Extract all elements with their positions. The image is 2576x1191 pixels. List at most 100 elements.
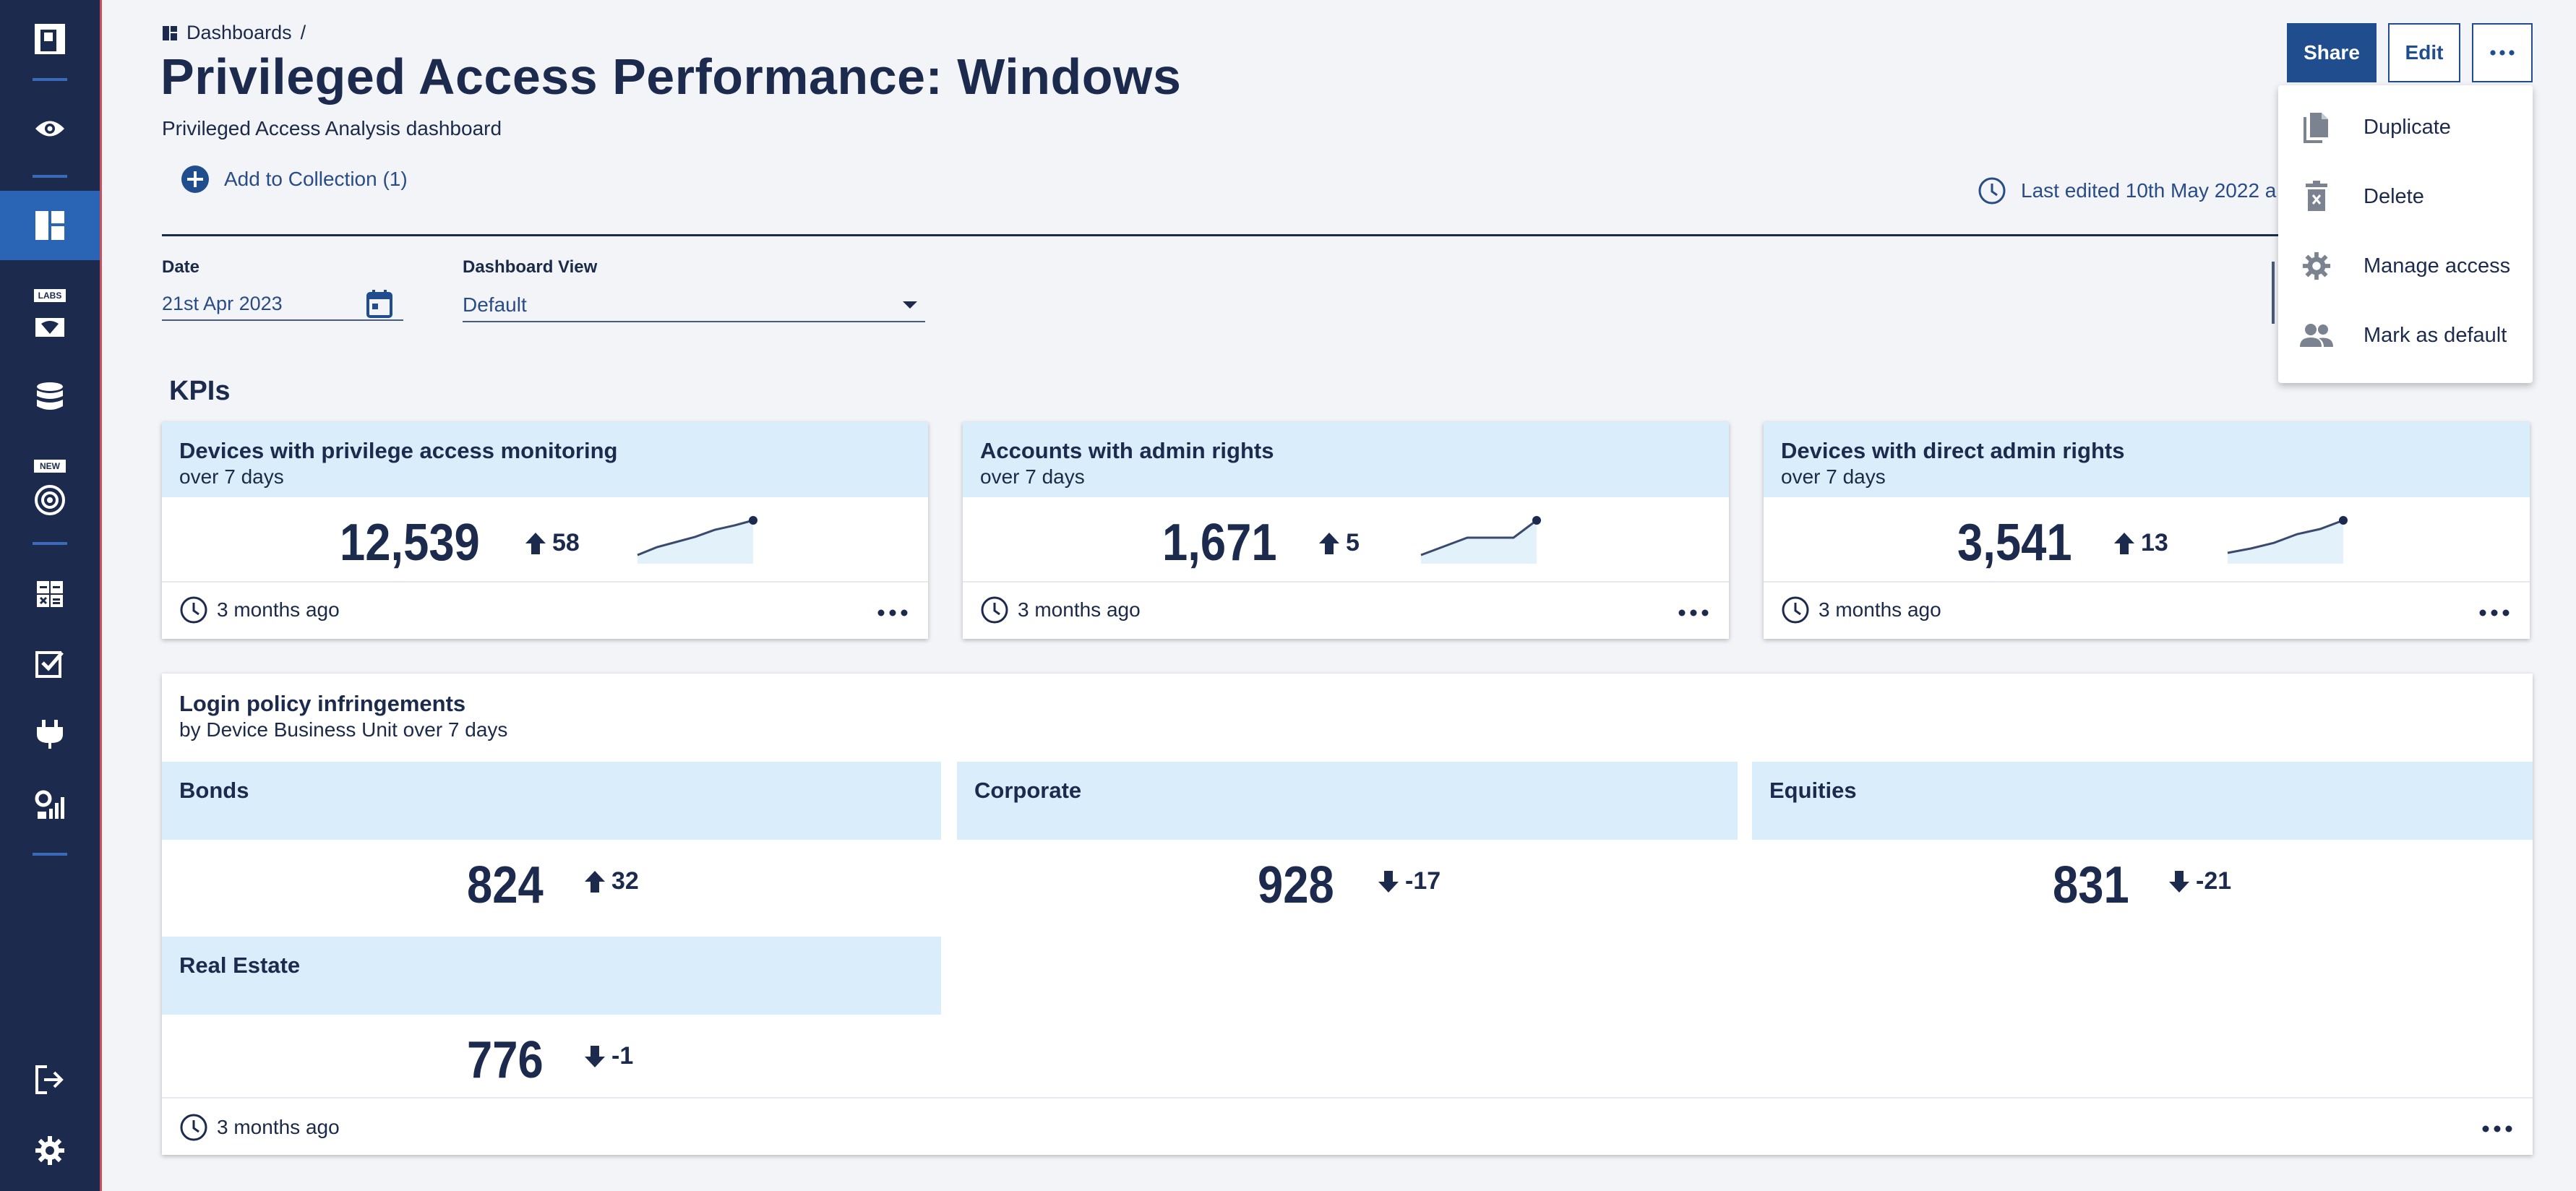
login-card-updated: 3 months ago xyxy=(179,1113,340,1142)
settings-chart-icon xyxy=(35,790,64,819)
edit-button[interactable]: Edit xyxy=(2388,23,2460,82)
login-card-updated-text: 3 months ago xyxy=(217,1116,340,1138)
clock-icon xyxy=(1782,596,1809,624)
calculator-icon xyxy=(37,581,63,607)
sidebar-item-overview[interactable] xyxy=(0,94,100,163)
kpi-updated-text: 3 months ago xyxy=(1819,598,1941,621)
menu-item-mark-default[interactable]: Mark as default xyxy=(2278,301,2533,370)
kpi-delta-value: 5 xyxy=(1346,529,1360,556)
logo-icon xyxy=(35,24,65,54)
logout-icon xyxy=(35,1065,64,1094)
last-edited: Last edited 10th May 2022 a xyxy=(1978,176,2276,205)
obscured-button-edge xyxy=(2272,262,2275,324)
sidebar-item-labs[interactable] xyxy=(0,282,100,351)
business-unit-value: 831 xyxy=(2053,856,2129,914)
clock-icon xyxy=(180,1114,207,1141)
sparkline-area xyxy=(637,520,753,564)
kpi-sparkline xyxy=(2227,516,2348,564)
business-unit-header: Equities xyxy=(1752,762,2533,840)
kpi-card-header: Accounts with admin rights over 7 days xyxy=(963,422,1729,497)
labs-tag: LABS xyxy=(34,289,66,302)
date-filter-label: Date xyxy=(162,257,200,277)
database-icon xyxy=(37,382,63,410)
login-card-subtitle: by Device Business Unit over 7 days xyxy=(179,718,508,741)
sidebar-item-new[interactable] xyxy=(0,455,100,525)
kpi-delta-value: 58 xyxy=(552,529,580,556)
kpi-card: Devices with privilege access monitoring… xyxy=(162,422,928,639)
calendar-icon[interactable] xyxy=(366,289,393,318)
sparkline-end-point xyxy=(1532,516,1541,525)
kpi-card-menu-button[interactable] xyxy=(2479,595,2510,623)
add-to-collection-button[interactable]: Add to Collection (1) xyxy=(181,165,408,194)
people-icon xyxy=(2300,324,2333,347)
sparkline-end-point xyxy=(2339,516,2348,525)
header-divider xyxy=(162,234,2533,236)
sidebar-item-calculator[interactable] xyxy=(0,559,100,629)
sidebar: LABS NEW xyxy=(0,0,102,1191)
more-options-button[interactable] xyxy=(2472,23,2533,82)
dashboard-view-value: Default xyxy=(463,293,527,316)
page-subtitle: Privileged Access Analysis dashboard xyxy=(162,117,502,139)
kpi-delta: 13 xyxy=(2113,529,2168,557)
more-horizontal-icon xyxy=(2482,1125,2512,1132)
clock-icon xyxy=(1978,177,2006,205)
sidebar-item-integrations[interactable] xyxy=(0,700,100,769)
app-logo[interactable] xyxy=(0,4,100,74)
business-unit-delta: -17 xyxy=(1378,867,1441,895)
kpi-updated: 3 months ago xyxy=(980,596,1141,624)
business-unit-delta: -1 xyxy=(584,1042,633,1070)
kpi-updated-text: 3 months ago xyxy=(1018,598,1141,621)
arrow-down-icon xyxy=(585,1045,605,1067)
kpi-card: Accounts with admin rights over 7 days 1… xyxy=(963,422,1729,639)
breadcrumb-separator: / xyxy=(300,22,306,43)
business-unit-delta-value: -21 xyxy=(2196,867,2232,895)
last-edited-text: Last edited 10th May 2022 a xyxy=(2021,179,2277,202)
sidebar-divider xyxy=(33,175,67,178)
add-circle-icon xyxy=(181,165,209,193)
plug-icon xyxy=(37,720,63,749)
eye-icon xyxy=(35,121,64,137)
login-card-menu-button[interactable] xyxy=(2482,1111,2512,1139)
dashboard-icon xyxy=(35,211,64,240)
target-icon xyxy=(35,485,65,515)
more-horizontal-icon xyxy=(877,609,908,616)
kpi-title: Accounts with admin rights xyxy=(980,438,1274,463)
sidebar-item-data[interactable] xyxy=(0,363,100,432)
clock-icon xyxy=(981,596,1008,624)
sidebar-item-logout[interactable] xyxy=(0,1045,100,1114)
more-horizontal-icon xyxy=(1678,609,1709,616)
labs-icon xyxy=(35,318,64,337)
more-horizontal-icon xyxy=(2479,609,2510,616)
sidebar-item-dashboards[interactable] xyxy=(0,191,100,260)
sidebar-item-settings[interactable] xyxy=(0,1116,100,1185)
kpi-card-menu-button[interactable] xyxy=(1678,595,1709,623)
dashboard-view-select[interactable]: Default xyxy=(463,289,925,322)
kpi-card-menu-button[interactable] xyxy=(877,595,908,623)
login-card-title: Login policy infringements xyxy=(179,691,466,716)
date-field[interactable]: 21st Apr 2023 xyxy=(162,288,403,321)
menu-item-delete[interactable]: Delete xyxy=(2278,162,2533,231)
arrow-up-icon xyxy=(2114,532,2134,554)
menu-item-duplicate[interactable]: Duplicate xyxy=(2278,93,2533,162)
sidebar-divider xyxy=(33,853,67,856)
kpi-value: 12,539 xyxy=(340,514,480,572)
sidebar-item-tasks[interactable] xyxy=(0,629,100,698)
sparkline-line xyxy=(1420,519,1537,556)
sidebar-item-admin[interactable] xyxy=(0,770,100,840)
kpi-period: over 7 days xyxy=(1781,465,1886,488)
gear-icon xyxy=(35,1136,64,1165)
kpi-body: 3,541 13 xyxy=(1764,497,2530,582)
more-options-menu: Duplicate Delete Manage access Mark as d… xyxy=(2278,85,2533,383)
business-unit-delta: 32 xyxy=(584,867,639,895)
more-horizontal-icon xyxy=(2490,50,2515,56)
card-footer-divider xyxy=(162,1097,2533,1098)
breadcrumb-dashboards-link[interactable]: Dashboards xyxy=(186,22,292,43)
menu-item-manage-access[interactable]: Manage access xyxy=(2278,231,2533,301)
arrow-up-icon xyxy=(1319,532,1339,554)
kpi-body: 12,539 58 xyxy=(162,497,928,582)
share-button[interactable]: Share xyxy=(2287,23,2377,82)
sparkline-line xyxy=(2227,519,2344,554)
business-unit-delta-value: -17 xyxy=(1405,867,1441,895)
kpi-sparkline xyxy=(1420,516,1541,564)
business-unit-delta-value: 32 xyxy=(611,867,639,895)
